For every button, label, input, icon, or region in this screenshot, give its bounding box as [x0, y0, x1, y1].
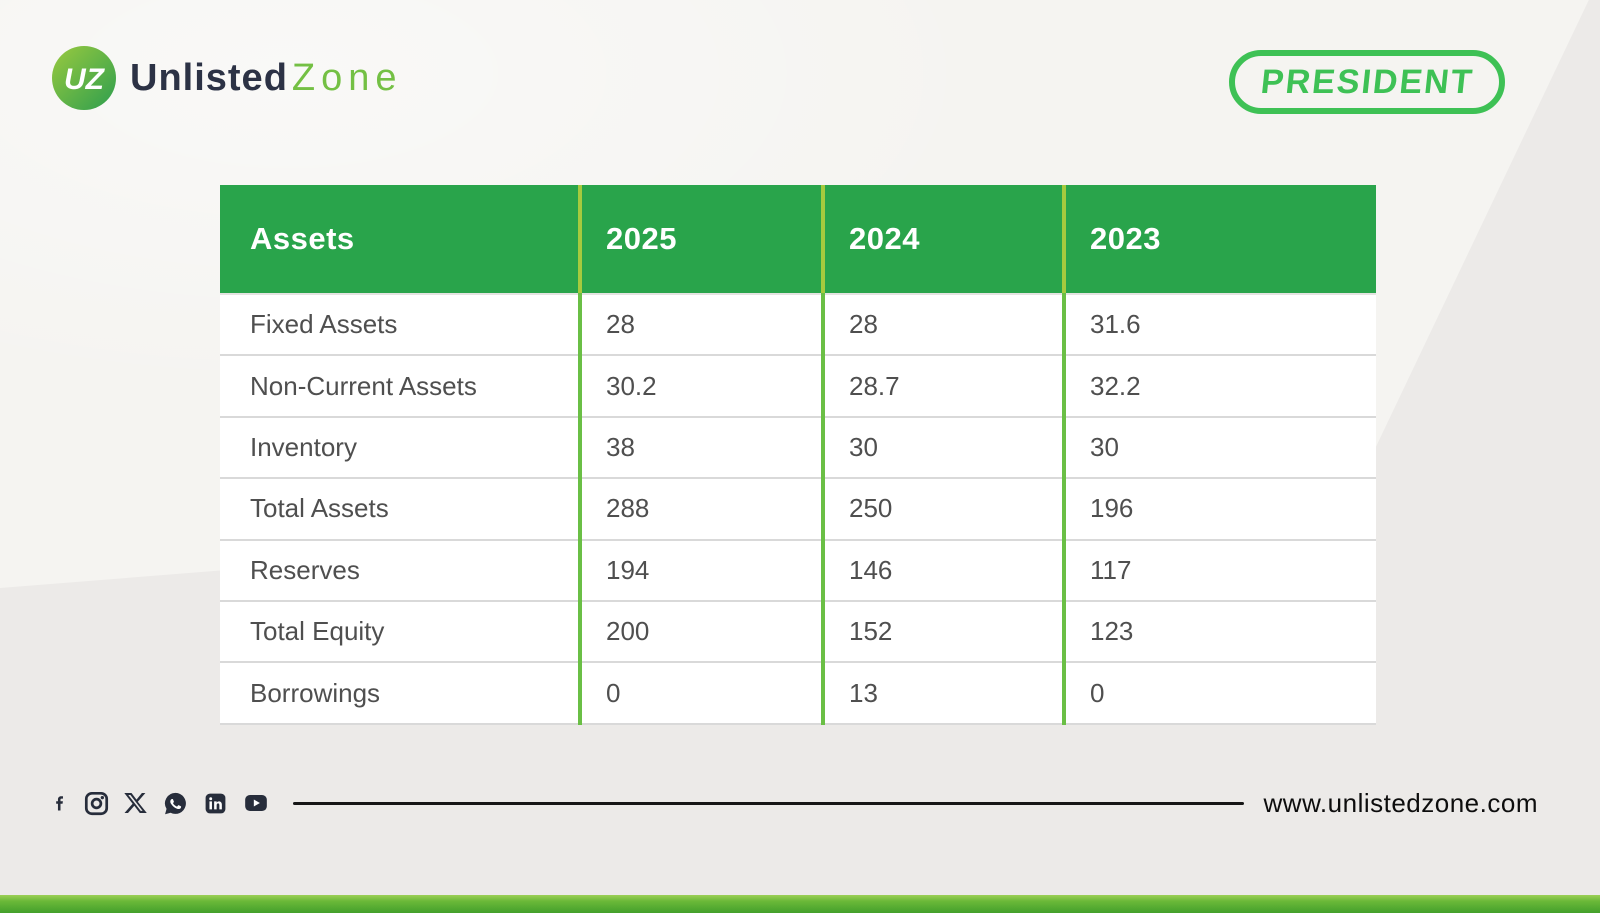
table-row: Total Equity 200 152 123 — [220, 601, 1376, 664]
value-2024: 13 — [849, 677, 878, 708]
youtube-icon[interactable] — [243, 790, 269, 816]
value-2025: 288 — [606, 493, 650, 524]
value-2023: 32.2 — [1090, 370, 1141, 401]
president-logo: PRESIDENT — [1229, 50, 1505, 114]
table-row: Borrowings 0 13 0 — [220, 663, 1376, 725]
table-row: Total Assets 288 250 196 — [220, 479, 1376, 541]
value-2024: 30 — [849, 431, 878, 462]
whatsapp-icon[interactable] — [163, 791, 188, 816]
bottom-green-bar — [0, 895, 1600, 913]
value-2024: 152 — [849, 616, 893, 647]
table-row: Reserves 194 146 117 — [220, 540, 1376, 602]
linkedin-icon[interactable] — [203, 791, 228, 816]
header-column-divider — [578, 185, 582, 293]
value-2023: 30 — [1090, 431, 1119, 462]
row-label: Non-Current Assets — [250, 370, 477, 401]
body-column-divider — [821, 293, 825, 725]
header-cell-2025: 2025 — [606, 221, 677, 256]
value-2023: 123 — [1090, 616, 1134, 647]
table-row: Non-Current Assets 30.2 28.7 32.2 — [220, 356, 1376, 418]
table-row: Inventory 38 30 30 — [220, 417, 1376, 480]
row-label: Total Equity — [250, 616, 385, 647]
row-label: Borrowings — [250, 677, 381, 708]
header-cell-2024: 2024 — [849, 221, 920, 256]
value-2024: 250 — [849, 493, 893, 524]
value-2023: 0 — [1090, 677, 1105, 708]
header-cell-assets: Assets — [250, 221, 355, 256]
value-2024: 28.7 — [849, 370, 900, 401]
header-column-divider — [821, 185, 825, 293]
table-body: Fixed Assets 28 28 31.6 Non-Current Asse… — [220, 293, 1376, 725]
president-logo-text: PRESIDENT — [1258, 62, 1476, 101]
table-header-row: Assets 2025 2024 2023 — [220, 185, 1376, 293]
wordmark-unlisted: Unlisted — [130, 57, 288, 99]
instagram-icon[interactable] — [84, 791, 109, 816]
value-2024: 146 — [849, 554, 893, 585]
body-column-divider — [1062, 293, 1066, 725]
facebook-icon[interactable] — [52, 790, 69, 816]
social-icons — [52, 790, 269, 816]
wordmark-zone: Zone — [291, 57, 403, 99]
row-label: Inventory — [250, 431, 357, 462]
value-2025: 28 — [606, 309, 635, 340]
value-2025: 194 — [606, 554, 650, 585]
value-2025: 200 — [606, 616, 650, 647]
value-2023: 117 — [1090, 554, 1132, 585]
value-2025: 30.2 — [606, 370, 657, 401]
value-2023: 31.6 — [1090, 309, 1141, 340]
unlistedzone-wordmark: Unlisted Zone — [130, 59, 403, 97]
value-2024: 28 — [849, 309, 878, 340]
assets-table: Assets 2025 2024 2023 Fixed Assets 28 28… — [220, 185, 1376, 725]
table-row: Fixed Assets 28 28 31.6 — [220, 295, 1376, 357]
body-column-divider — [578, 293, 582, 725]
value-2025: 0 — [606, 677, 621, 708]
website-link[interactable]: www.unlistedzone.com — [1263, 787, 1538, 818]
monogram-text: UZ — [64, 63, 106, 96]
unlistedzone-monogram-icon: UZ — [52, 46, 116, 110]
value-2023: 196 — [1090, 493, 1134, 524]
value-2025: 38 — [606, 431, 635, 462]
footer: www.unlistedzone.com — [52, 782, 1538, 824]
row-label: Total Assets — [250, 493, 389, 524]
header-column-divider — [1062, 185, 1066, 293]
row-label: Fixed Assets — [250, 309, 398, 340]
row-label: Reserves — [250, 554, 360, 585]
x-icon[interactable] — [124, 791, 148, 815]
unlistedzone-logo: UZ Unlisted Zone — [52, 46, 403, 110]
header-cell-2023: 2023 — [1090, 221, 1161, 256]
footer-divider-line — [293, 801, 1244, 805]
